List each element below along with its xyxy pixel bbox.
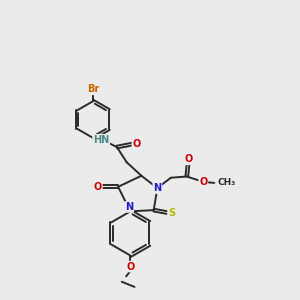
Text: HN: HN	[93, 135, 109, 145]
Text: Br: Br	[87, 84, 99, 94]
Text: O: O	[94, 182, 102, 192]
Text: N: N	[153, 183, 161, 193]
Text: N: N	[125, 202, 133, 212]
Text: O: O	[184, 154, 193, 164]
Text: O: O	[126, 262, 134, 272]
Text: O: O	[132, 139, 141, 149]
Text: S: S	[168, 208, 175, 218]
Text: CH₃: CH₃	[218, 178, 236, 188]
Text: O: O	[199, 177, 207, 187]
